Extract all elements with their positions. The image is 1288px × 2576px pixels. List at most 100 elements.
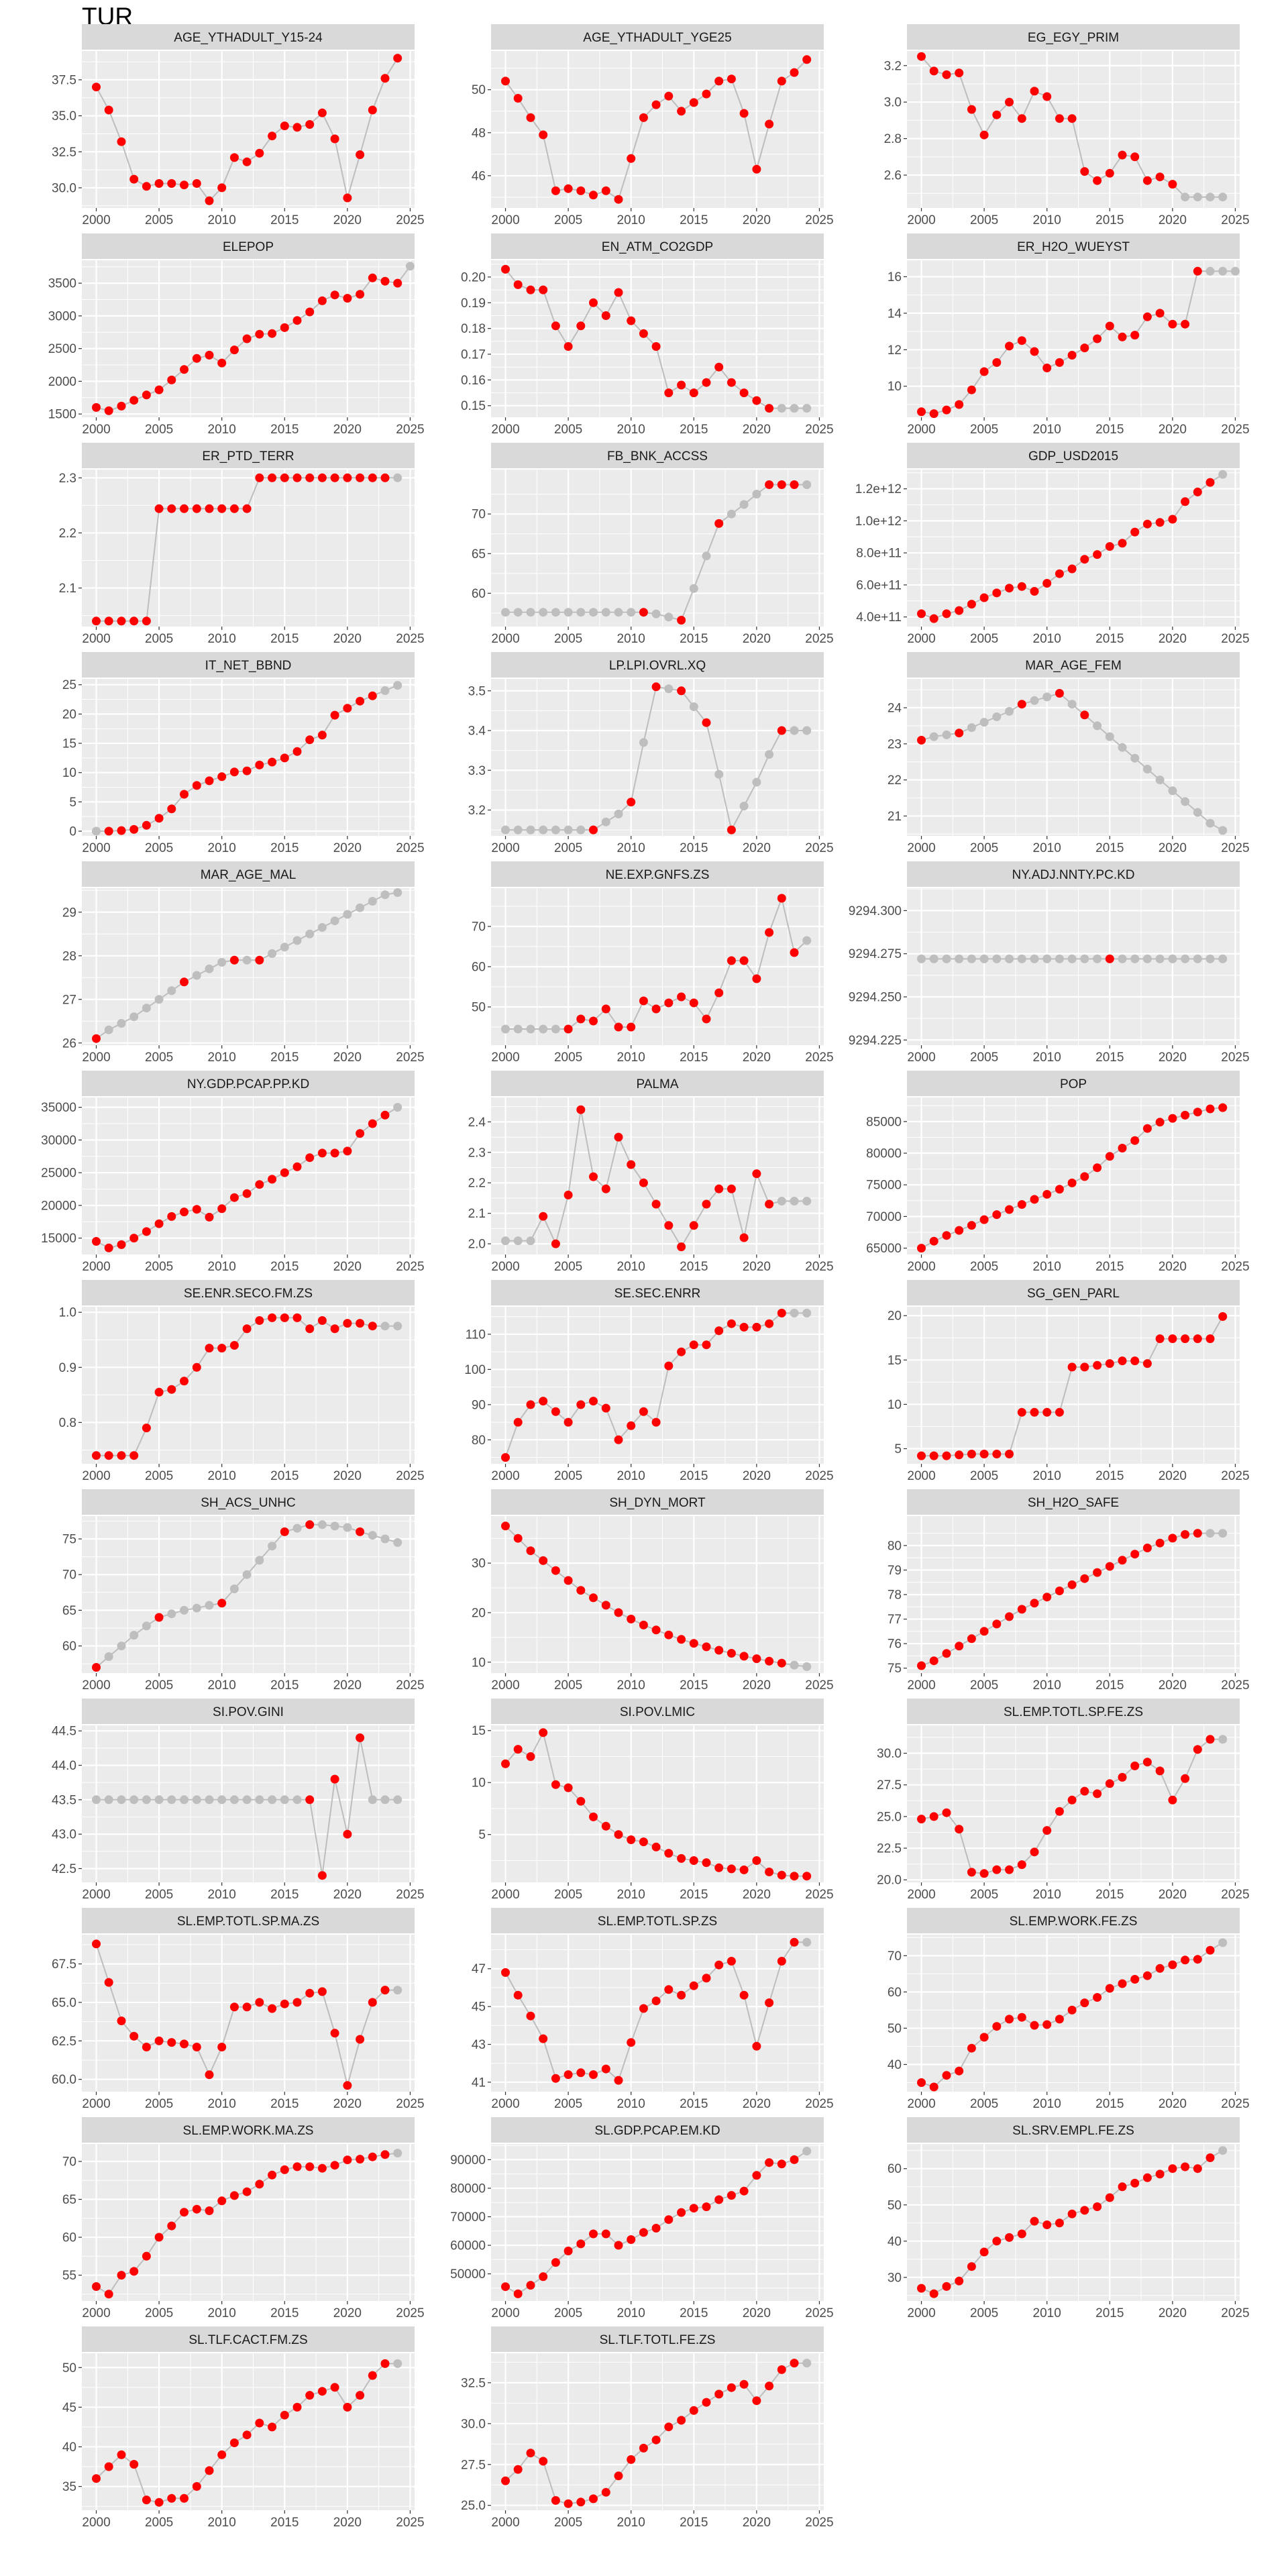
imputed-data-point bbox=[117, 1642, 126, 1651]
data-point bbox=[501, 264, 510, 274]
chart-panel: SL.TLF.TOTL.FE.ZS 25.0 27.5 30.0 32.5 2000 200… bbox=[409, 2324, 839, 2532]
imputed-data-point bbox=[393, 888, 402, 897]
data-point bbox=[104, 616, 113, 626]
data-point bbox=[513, 2289, 523, 2298]
chart-svg: SL.EMP.TOTL.SP.FE.ZS 20.0 22.5 25.0 27.5 30.0… bbox=[877, 1699, 1250, 1902]
imputed-data-point bbox=[1042, 692, 1052, 702]
facet-strip bbox=[82, 443, 415, 468]
x-tick-label: 2005 bbox=[554, 213, 582, 227]
data-point bbox=[702, 1858, 711, 1868]
data-point bbox=[1105, 1359, 1114, 1368]
data-point bbox=[1193, 487, 1202, 496]
imputed-data-point bbox=[280, 1795, 289, 1805]
data-point bbox=[280, 121, 289, 131]
data-point bbox=[942, 609, 951, 619]
y-tick-label: 26 bbox=[62, 1036, 76, 1051]
y-tick-label: 35000 bbox=[41, 1101, 76, 1115]
y-tick-label: 0.17 bbox=[461, 348, 486, 362]
data-point bbox=[1105, 1152, 1114, 1161]
imputed-data-point bbox=[167, 986, 176, 996]
data-point bbox=[639, 113, 648, 122]
data-point bbox=[1168, 2164, 1177, 2174]
data-point bbox=[217, 1204, 227, 1214]
data-point bbox=[526, 1400, 535, 1409]
data-point bbox=[1093, 334, 1102, 343]
data-point bbox=[765, 928, 774, 937]
data-point bbox=[967, 105, 976, 114]
y-tick-label: 20 bbox=[62, 708, 76, 722]
imputed-data-point bbox=[292, 1523, 302, 1533]
data-point bbox=[942, 405, 951, 415]
y-tick-label: 32.5 bbox=[461, 2376, 486, 2390]
data-point bbox=[752, 2396, 761, 2406]
y-tick-label: 2.1 bbox=[468, 1207, 486, 1221]
x-tick-label: 2025 bbox=[1221, 213, 1249, 227]
data-point bbox=[627, 1835, 636, 1844]
data-point bbox=[180, 790, 189, 799]
chart-svg: EG_EGY_PRIM 2.6 2.8 3.0 3.2 2000 2005 2010 2015 2… bbox=[884, 24, 1250, 227]
data-point bbox=[255, 955, 264, 965]
data-point bbox=[752, 1322, 761, 1332]
imputed-data-point bbox=[292, 1795, 302, 1805]
data-point bbox=[802, 1872, 812, 1881]
data-point bbox=[664, 1361, 674, 1371]
data-point bbox=[117, 1240, 126, 1249]
imputed-data-point bbox=[192, 1603, 201, 1613]
data-point bbox=[1067, 1178, 1077, 1187]
imputed-data-point bbox=[104, 1652, 113, 1661]
data-point bbox=[205, 1344, 214, 1353]
data-point bbox=[317, 731, 327, 740]
data-point bbox=[1042, 1593, 1052, 1602]
data-point bbox=[702, 1642, 711, 1652]
data-point bbox=[714, 2195, 724, 2204]
y-tick-label: 70 bbox=[472, 920, 486, 934]
y-tick-label: 2000 bbox=[48, 375, 76, 389]
data-point bbox=[526, 2011, 535, 2021]
y-tick-label: 65 bbox=[62, 1604, 76, 1618]
data-point bbox=[1105, 1562, 1114, 1571]
data-point bbox=[1017, 2012, 1026, 2022]
data-point bbox=[292, 747, 302, 756]
data-point bbox=[664, 1849, 674, 1858]
data-point bbox=[1118, 1556, 1127, 1565]
x-tick-label: 2015 bbox=[680, 423, 708, 437]
facet-title: SI.POV.GINI bbox=[213, 1705, 284, 1719]
y-tick-label: 1.0e+12 bbox=[855, 515, 902, 529]
x-tick-label: 2010 bbox=[617, 1678, 645, 1693]
data-point bbox=[992, 2022, 1002, 2031]
imputed-data-point bbox=[739, 802, 749, 811]
data-point bbox=[967, 600, 976, 609]
chart-panel: NY.GDP.PCAP.PP.KD 15000 20000 25000 30000 350… bbox=[0, 1068, 429, 1276]
data-point bbox=[917, 52, 926, 61]
facet-strip bbox=[82, 1699, 415, 1724]
x-tick-label: 2015 bbox=[680, 1678, 708, 1693]
y-tick-label: 70 bbox=[62, 2155, 76, 2169]
data-point bbox=[677, 2208, 686, 2217]
data-point bbox=[1168, 319, 1177, 329]
data-point bbox=[601, 1004, 610, 1014]
y-tick-label: 20000 bbox=[41, 1199, 76, 1213]
imputed-data-point bbox=[343, 1523, 352, 1532]
imputed-data-point bbox=[513, 825, 523, 835]
imputed-data-point bbox=[1155, 775, 1165, 785]
data-point bbox=[356, 473, 365, 482]
data-point bbox=[1055, 358, 1064, 367]
imputed-data-point bbox=[1218, 193, 1228, 202]
data-point bbox=[967, 1634, 976, 1644]
chart-panel: FB_BNK_ACCSS 60 65 70 2000 2005 2010 2015 2020 20… bbox=[409, 440, 839, 648]
data-point bbox=[1017, 1860, 1026, 1870]
data-point bbox=[129, 824, 139, 834]
imputed-data-point bbox=[393, 2149, 402, 2158]
x-tick-label: 2015 bbox=[680, 1469, 708, 1483]
chart-svg: SI.POV.GINI 42.5 43.0 43.5 44.0 44.5 2000 2005 2… bbox=[52, 1699, 425, 1902]
data-point bbox=[268, 473, 277, 482]
data-point bbox=[104, 1451, 113, 1460]
data-point bbox=[929, 1656, 938, 1666]
data-point bbox=[368, 473, 377, 482]
data-point bbox=[651, 342, 661, 351]
imputed-data-point bbox=[539, 608, 548, 617]
chart-panel: AGE_YTHADULT_Y15-24 30.0 32.5 35.0 37.5 2000 2… bbox=[0, 21, 429, 229]
imputed-data-point bbox=[142, 1795, 151, 1805]
data-point bbox=[802, 55, 812, 64]
data-point bbox=[1118, 332, 1127, 341]
